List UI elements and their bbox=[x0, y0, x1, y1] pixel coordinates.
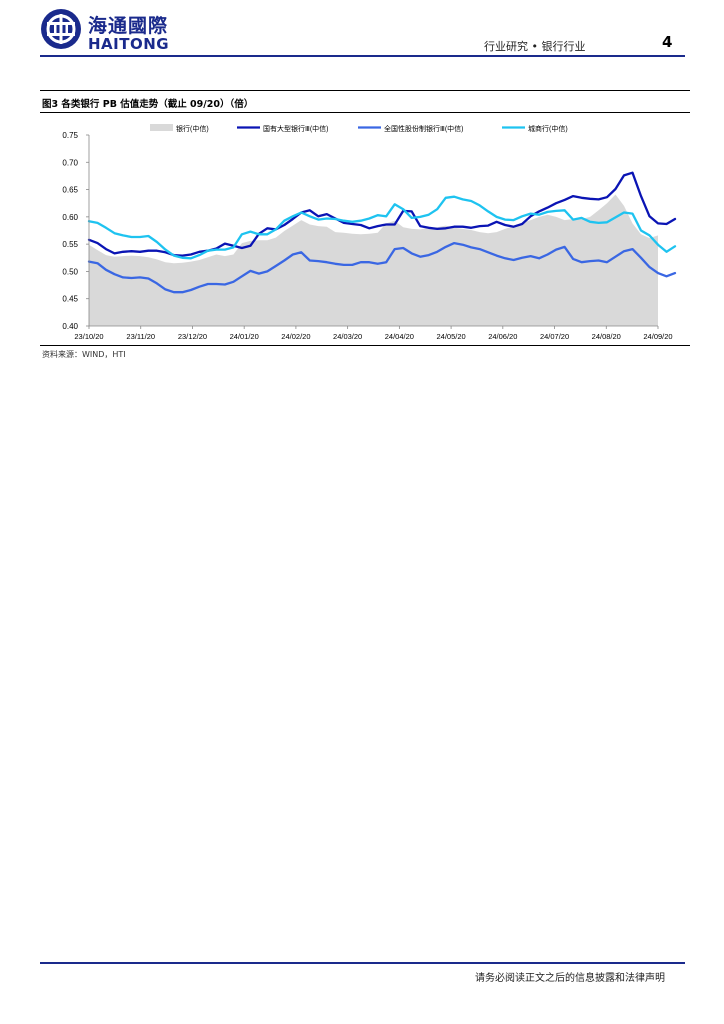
series-line-2 bbox=[87, 241, 677, 294]
series-line-1 bbox=[87, 171, 677, 257]
y-tick-label: 0.60 bbox=[62, 213, 78, 222]
series-area-0 bbox=[89, 194, 658, 326]
legend-label: 城商行(中信) bbox=[528, 124, 568, 133]
y-tick-label: 0.75 bbox=[62, 131, 78, 140]
legend-item: 国有大型银行Ⅲ(中信) bbox=[237, 124, 329, 133]
footer-disclaimer: 请务必阅读正文之后的信息披露和法律声明 bbox=[475, 973, 665, 984]
page-number: 4 bbox=[662, 33, 673, 51]
header-divider bbox=[40, 55, 685, 57]
figure-top-rule bbox=[40, 90, 690, 91]
x-tick-label: 23/11/20 bbox=[126, 332, 155, 341]
logo-english-name: HAITONG bbox=[88, 35, 170, 53]
x-tick-label: 24/03/20 bbox=[333, 332, 362, 341]
legend-item: 全国性股份制银行Ⅲ(中信) bbox=[358, 124, 464, 133]
y-tick-label: 0.40 bbox=[62, 322, 78, 331]
figure-title-rule bbox=[40, 112, 690, 113]
legend-label: 全国性股份制银行Ⅲ(中信) bbox=[384, 124, 464, 133]
x-tick-label: 24/06/20 bbox=[488, 332, 517, 341]
x-tick-label: 24/05/20 bbox=[436, 332, 465, 341]
area-layer bbox=[89, 194, 658, 326]
haitong-emblem-icon bbox=[41, 9, 81, 49]
line-layer bbox=[87, 171, 677, 294]
legend-item: 银行(中信) bbox=[150, 124, 209, 133]
figure-source: 资料来源：WIND，HTI bbox=[42, 350, 126, 359]
x-tick-label: 24/08/20 bbox=[592, 332, 621, 341]
x-tick-label: 24/01/20 bbox=[230, 332, 259, 341]
footer-divider bbox=[40, 962, 685, 964]
y-tick-label: 0.70 bbox=[62, 158, 78, 167]
x-tick-label: 23/10/20 bbox=[74, 332, 103, 341]
x-tick-label: 24/02/20 bbox=[281, 332, 310, 341]
y-tick-label: 0.50 bbox=[62, 267, 78, 276]
figure-title: 图3 各类银行 PB 估值走势（截止 09/20）（倍） bbox=[42, 99, 254, 110]
figure-bottom-rule bbox=[40, 345, 690, 346]
x-tick-label: 24/09/20 bbox=[643, 332, 672, 341]
legend-label: 银行(中信) bbox=[176, 124, 209, 133]
haitong-logo: 海通國際 HAITONG bbox=[40, 8, 190, 53]
x-tick-label: 23/12/20 bbox=[178, 332, 207, 341]
axis-layer: 0.40 0.45 0.50 0.55 0.60 0.65 0.70 0.75 23/10/20… bbox=[62, 131, 672, 341]
legend-swatch bbox=[150, 124, 173, 131]
legend-item: 城商行(中信) bbox=[502, 124, 568, 133]
chart-legend: 银行(中信) 国有大型银行Ⅲ(中信) 全国性股份制银行Ⅲ(中信) 城商行(中信) bbox=[150, 124, 568, 133]
y-tick-label: 0.55 bbox=[62, 240, 78, 249]
section-header: 行业研究 • 银行行业 bbox=[484, 40, 586, 53]
series-line-3 bbox=[87, 195, 677, 260]
legend-label: 国有大型银行Ⅲ(中信) bbox=[263, 124, 329, 133]
x-tick-label: 24/04/20 bbox=[385, 332, 414, 341]
logo-chinese-name: 海通國際 bbox=[88, 15, 169, 37]
y-tick-label: 0.45 bbox=[62, 295, 78, 304]
pb-valuation-chart: 银行(中信) 国有大型银行Ⅲ(中信) 全国性股份制银行Ⅲ(中信) 城商行(中信) 0.… bbox=[62, 124, 677, 341]
y-tick-label: 0.65 bbox=[62, 186, 78, 195]
x-tick-label: 24/07/20 bbox=[540, 332, 569, 341]
